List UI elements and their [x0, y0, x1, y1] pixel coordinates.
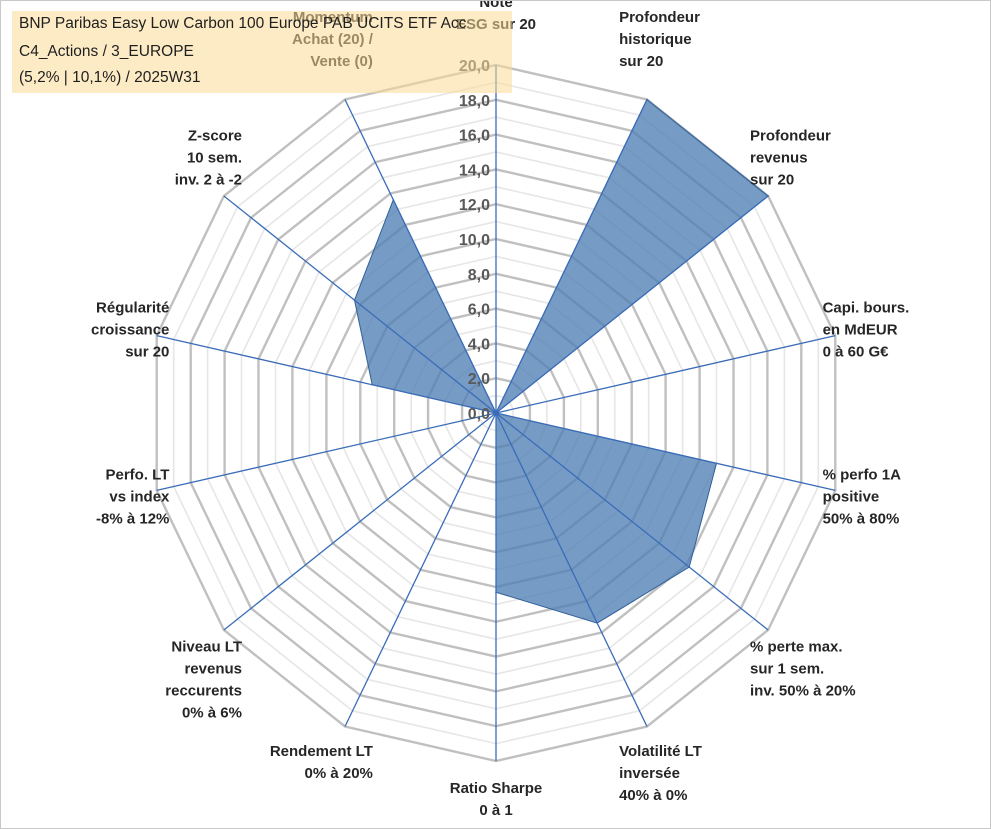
tick-label: 2,0: [468, 371, 490, 388]
tick-label: 18,0: [459, 93, 490, 110]
axis-spoke: [495, 412, 648, 727]
axis-label: 10 sem.: [187, 150, 242, 167]
axis-spoke: [495, 412, 769, 631]
axis-label: Capi. bours.: [823, 299, 910, 316]
axis-label: % perfo 1A: [823, 467, 902, 484]
axis-label: 50% à 80%: [823, 511, 900, 528]
tick-label: 16,0: [459, 128, 490, 145]
axis-label: positive: [823, 489, 880, 506]
axis-spoke: [495, 195, 769, 414]
axis-spoke: [344, 99, 497, 414]
axis-spoke: [156, 412, 497, 492]
axis-label: Note: [479, 1, 512, 11]
axis-spoke: [495, 334, 836, 414]
tick-label: 6,0: [468, 302, 490, 319]
title-box: BNP Paribas Easy Low Carbon 100 Europe P…: [12, 11, 512, 93]
tick-label: 8,0: [468, 267, 490, 284]
axis-label: 40% à 0%: [619, 787, 687, 804]
fund-category: C4_Actions / 3_EUROPE: [19, 43, 194, 60]
axis-label: historique: [619, 31, 692, 48]
axis-label: sur 20: [750, 172, 794, 189]
axis-label: Régularité: [96, 299, 169, 316]
fund-name: BNP Paribas Easy Low Carbon 100 Europe P…: [19, 15, 467, 32]
axis-label: 0 à 60 G€: [823, 343, 890, 360]
axis-spoke: [344, 412, 497, 727]
axis-label: Perfo. LT: [106, 467, 170, 484]
axis-label: Profondeur: [619, 9, 700, 26]
tick-label: 10,0: [459, 232, 490, 249]
axis-label: % perte max.: [750, 638, 843, 655]
axis-label: revenus: [750, 150, 808, 167]
axis-label: reccurents: [165, 682, 242, 699]
axis-label: -8% à 12%: [96, 511, 169, 528]
axis-label: Rendement LT: [270, 743, 373, 760]
axis-spoke: [495, 412, 836, 492]
axis-label: inv. 50% à 20%: [750, 682, 856, 699]
axis-spoke: [495, 99, 648, 414]
axis-label: sur 20: [125, 343, 169, 360]
axis-label: Ratio Sharpe: [450, 780, 543, 797]
axis-spokes: [156, 65, 836, 761]
axis-label: sur 20: [619, 53, 663, 70]
axis-label: sur 1 sem.: [750, 660, 824, 677]
axis-label: inv. 2 à -2: [175, 172, 242, 189]
axis-label: revenus: [184, 660, 242, 677]
axis-label: croissance: [91, 321, 169, 338]
tick-label: 12,0: [459, 197, 490, 214]
axis-spoke: [156, 334, 497, 414]
fund-stats: (5,2% | 10,1%) / 2025W31: [19, 69, 201, 86]
axis-label: Niveau LT: [171, 638, 242, 655]
axis-label: Profondeur: [750, 128, 831, 145]
tick-label: 4,0: [468, 336, 490, 353]
axis-label: en MdEUR: [823, 321, 898, 338]
axis-label: Volatilité LT: [619, 743, 702, 760]
axis-label: inversée: [619, 765, 680, 782]
axis-label: 0% à 6%: [182, 704, 242, 721]
tick-label: 0,0: [468, 406, 490, 423]
axis-label: vs index: [109, 489, 170, 506]
tick-label: 14,0: [459, 162, 490, 179]
axis-label: 0% à 20%: [305, 765, 373, 782]
axis-spoke: [223, 412, 497, 631]
axis-label: Z-score: [188, 128, 242, 145]
axis-label: 0 à 1: [479, 802, 512, 819]
axis-spoke: [223, 195, 497, 414]
